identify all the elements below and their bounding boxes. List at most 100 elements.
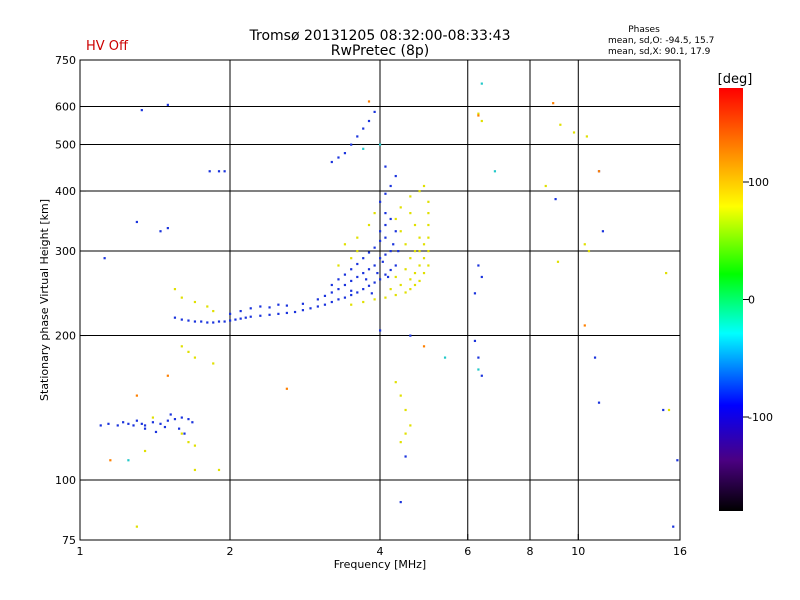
scatter-point <box>159 422 162 425</box>
scatter-point <box>362 300 365 304</box>
scatter-point <box>259 314 262 317</box>
scatter-point <box>193 356 197 359</box>
scatter-point <box>404 243 407 246</box>
scatter-point <box>473 339 477 343</box>
scatter-point <box>107 422 110 425</box>
scatter-point <box>427 212 430 215</box>
scatter-point <box>135 419 138 422</box>
scatter-point <box>193 468 197 472</box>
scatter-point <box>404 455 407 458</box>
scatter-point <box>583 324 586 327</box>
scatter-point <box>109 459 112 462</box>
scatter-point <box>376 271 379 275</box>
y-axis-label: Stationary phase Virtual Height [km] <box>38 199 51 401</box>
scatter-point <box>140 422 143 425</box>
scatter-point <box>418 250 421 253</box>
scatter-point <box>373 298 376 301</box>
scatter-point <box>384 253 387 256</box>
scatter-point <box>206 305 209 308</box>
scatter-point <box>166 374 169 377</box>
scatter-point <box>316 298 319 301</box>
scatter-point <box>180 296 183 299</box>
scatter-point <box>330 300 333 304</box>
scatter-point <box>208 170 211 173</box>
scatter-point <box>556 260 560 263</box>
scatter-point <box>268 313 271 316</box>
scatter-point <box>413 250 417 253</box>
scatter-point <box>601 230 605 233</box>
scatter-point <box>177 427 181 430</box>
scatter-point <box>135 394 138 397</box>
scatter-point <box>409 334 412 337</box>
scatter-point <box>166 103 169 106</box>
scatter-point <box>193 444 197 447</box>
scatter-point <box>379 143 382 146</box>
scatter-point <box>356 291 359 294</box>
scatter-point <box>386 275 390 279</box>
scatter-point <box>373 212 376 215</box>
scatter-point <box>409 424 412 427</box>
scatter-point <box>143 449 147 453</box>
scatter-point <box>427 264 430 267</box>
x-axis-ticks: 1 2 4 6 8 10 16 <box>77 534 687 558</box>
x-tick-label: 16 <box>673 545 687 558</box>
scatter-point <box>356 262 359 266</box>
scatter-point <box>379 329 382 332</box>
scatter-point <box>151 416 155 419</box>
scatter-point <box>180 318 183 321</box>
scatter-point <box>285 387 288 390</box>
scatter-point <box>187 418 190 421</box>
scatter-point <box>362 271 365 275</box>
scatter-point <box>662 408 665 412</box>
scatter-point <box>379 257 382 260</box>
x-tick-label: 1 <box>77 545 84 558</box>
scatter-point <box>585 135 588 138</box>
scatter-point <box>384 212 387 215</box>
scatter-point <box>173 288 177 291</box>
scatter-point <box>597 170 601 173</box>
scatter-point <box>362 127 365 130</box>
scatter-point <box>316 305 319 308</box>
scatter-point <box>480 374 483 377</box>
scatter-point <box>154 430 158 434</box>
scatter-point <box>343 243 347 246</box>
scatter-point <box>323 294 327 297</box>
scatter-point <box>212 362 215 365</box>
scatter-point <box>373 281 376 284</box>
scatter-point <box>422 271 426 275</box>
scatter-point <box>103 257 106 260</box>
scatter-point <box>477 112 480 115</box>
x-tick-label: 4 <box>377 545 384 558</box>
scatter-point <box>337 264 340 267</box>
x-axis-label: Frequency [MHz] <box>334 558 426 571</box>
scatter-point <box>665 271 668 275</box>
scatter-point <box>443 356 447 359</box>
scatter-point <box>409 257 412 260</box>
scatter-point <box>350 303 353 306</box>
scatter-point <box>672 525 675 528</box>
scatter-point <box>239 317 242 320</box>
scatter-point <box>99 424 102 427</box>
scatter-point <box>373 264 376 267</box>
scatter-point <box>356 236 359 239</box>
scatter-point <box>234 318 237 321</box>
scatter-point <box>399 206 402 209</box>
scatter-point <box>480 119 483 123</box>
scatter-point <box>384 296 387 299</box>
scatter-point <box>330 283 333 287</box>
scatter-point <box>268 306 271 309</box>
scatter-point <box>330 160 333 164</box>
y-tick-label: 500 <box>55 139 76 152</box>
scatter-point <box>379 230 382 233</box>
scatter-point <box>285 311 288 315</box>
scatter-point <box>187 319 190 322</box>
scatter-point <box>239 309 242 313</box>
scatter-point <box>180 345 183 348</box>
scatter-point <box>277 312 280 315</box>
scatter-point <box>343 296 347 299</box>
phases-title: Phases <box>628 25 660 35</box>
scatter-point <box>143 427 147 430</box>
scatter-point <box>143 424 147 427</box>
x-tick-label: 10 <box>571 545 585 558</box>
scatter-point <box>418 264 421 267</box>
